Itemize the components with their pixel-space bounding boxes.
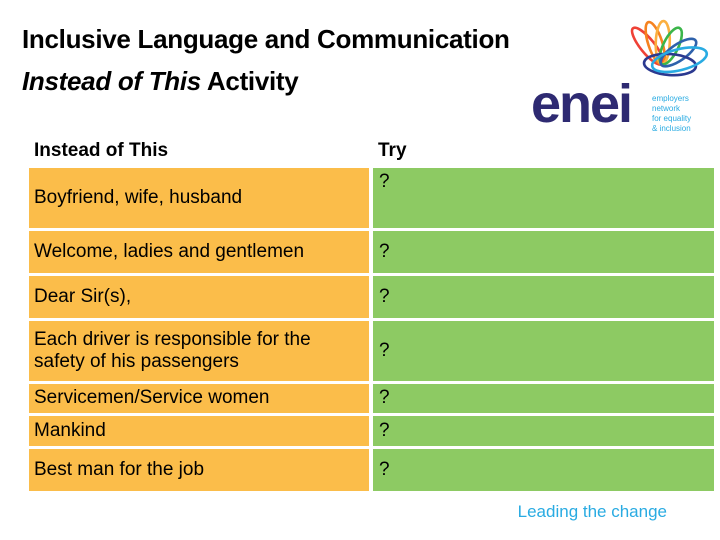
title-block: Inclusive Language and Communication Ins… xyxy=(22,18,582,102)
page-subtitle: Instead of This Activity xyxy=(22,60,582,102)
table-header-try: Try xyxy=(373,138,714,165)
table-cell-instead: Dear Sir(s), xyxy=(29,276,369,318)
table-cell-try: ? xyxy=(373,384,714,413)
leading-the-change-tagline: Leading the change xyxy=(517,502,667,521)
enei-wordmark: enei xyxy=(531,74,633,134)
subtitle-italic-part: Instead of This xyxy=(22,66,201,96)
enei-tagline-line: employers xyxy=(652,94,689,103)
table-header-instead: Instead of This xyxy=(29,138,369,165)
subtitle-regular-part: Activity xyxy=(200,66,299,96)
table-cell-instead: Each driver is responsible for the safet… xyxy=(29,321,369,381)
table-cell-instead: Mankind xyxy=(29,416,369,446)
enei-tagline-line: & inclusion xyxy=(652,124,691,133)
table-cell-try: ? xyxy=(373,449,714,491)
table-cell-try: ? xyxy=(373,276,714,318)
table-cell-instead: Best man for the job xyxy=(29,449,369,491)
table-cell-try: ? xyxy=(373,231,714,273)
table-cell-try: ? xyxy=(373,321,714,381)
table-cell-instead: Servicemen/Service women xyxy=(29,384,369,413)
enei-tagline-line: for equality xyxy=(652,114,692,123)
table-cell-try: ? xyxy=(373,416,714,446)
table-cell-try: ? xyxy=(373,168,714,228)
enei-logo: enei employers network for equality & in… xyxy=(528,8,718,138)
table-cell-instead: Boyfriend, wife, husband xyxy=(29,168,369,228)
enei-swirl-icon xyxy=(630,19,709,77)
table-cell-instead: Welcome, ladies and gentlemen xyxy=(29,231,369,273)
enei-tagline: employers network for equality & inclusi… xyxy=(652,94,691,134)
page-title: Inclusive Language and Communication xyxy=(22,24,510,54)
enei-tagline-line: network xyxy=(652,104,681,113)
inclusive-language-table: Instead of This Try Boyfriend, wife, hus… xyxy=(29,138,714,491)
